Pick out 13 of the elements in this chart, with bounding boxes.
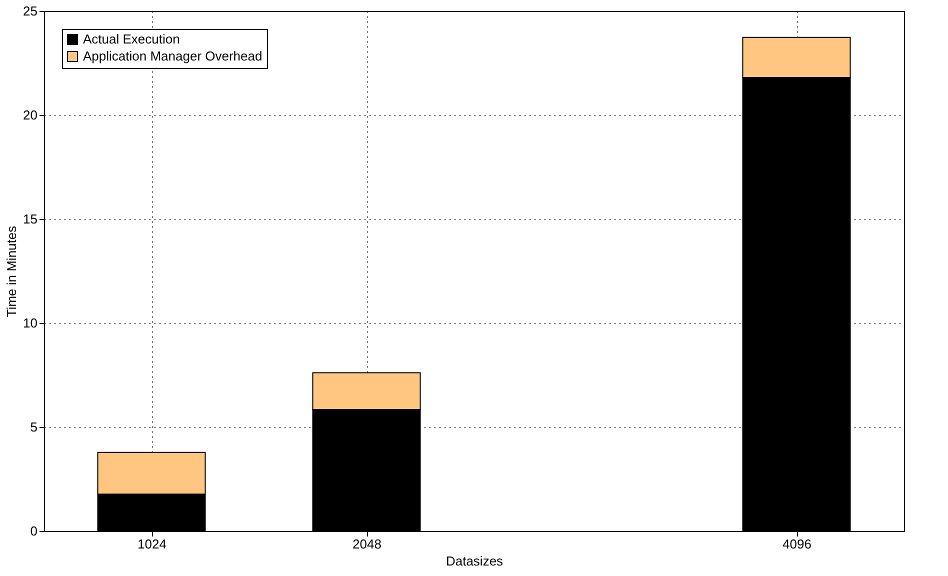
y-tick-label: 20 (23, 108, 38, 122)
legend-label: Application Manager Overhead (83, 48, 262, 64)
y-tick-label: 15 (23, 212, 38, 226)
x-tick-label: 4096 (782, 536, 812, 552)
y-tick-label: 5 (30, 420, 38, 434)
x-tick-label: 1024 (138, 536, 166, 552)
x-axis-title: Datasizes (446, 554, 504, 568)
legend-label: Actual Execution (83, 32, 180, 46)
y-tick-label: 25 (23, 4, 38, 18)
y-axis-title: Time in Minutes (4, 225, 20, 318)
y-tick-label: 0 (30, 524, 38, 538)
x-tick-label: 2048 (352, 536, 382, 552)
y-tick-label: 10 (23, 316, 38, 330)
